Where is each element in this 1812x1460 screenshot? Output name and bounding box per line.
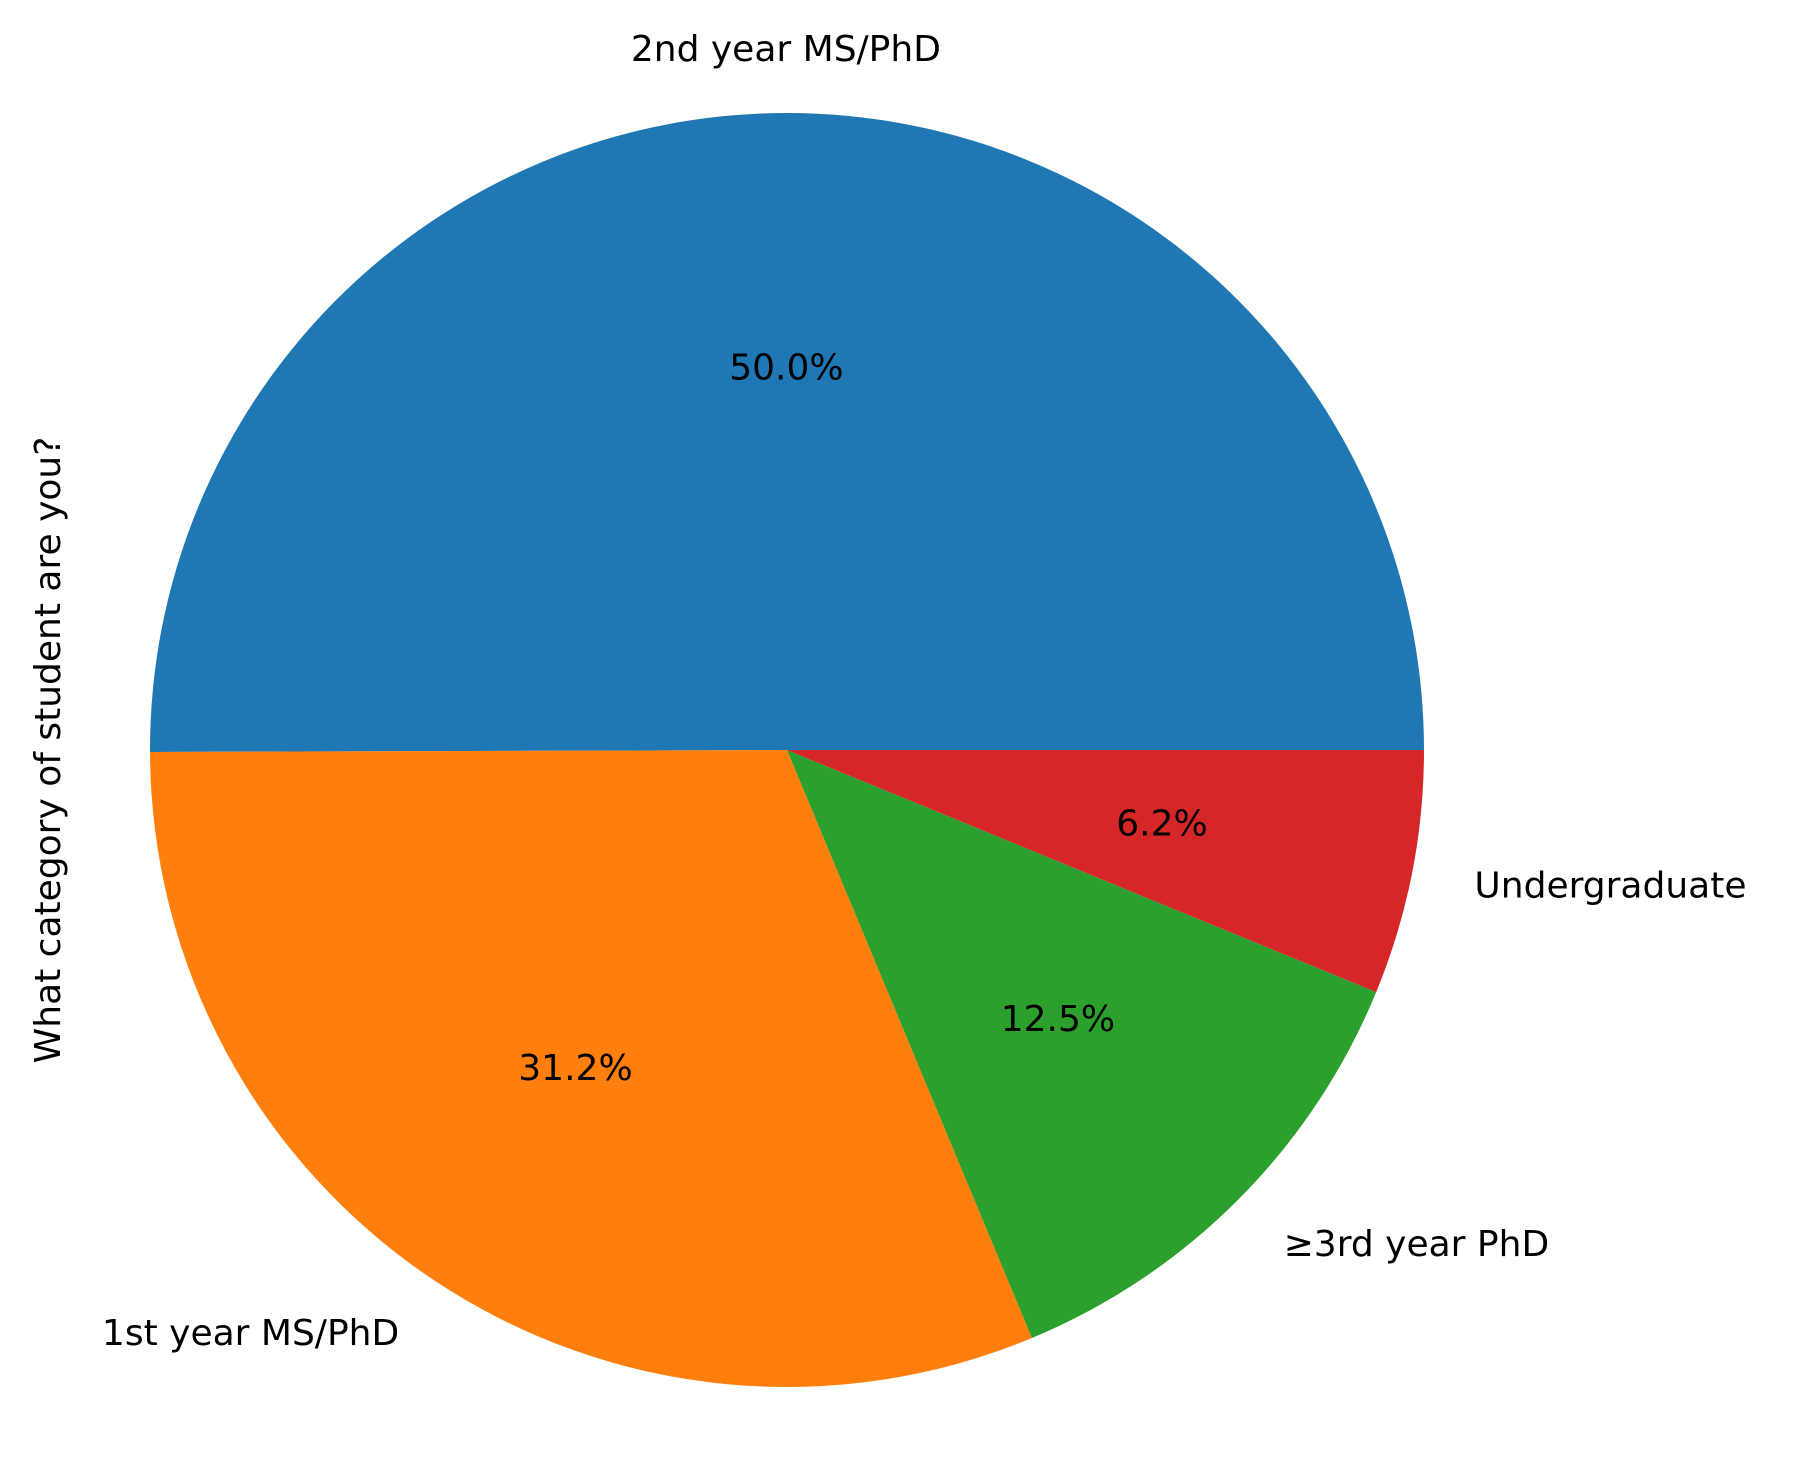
y-axis-label: What category of student are you? (28, 437, 69, 1064)
pie-slice-label-3: Undergraduate (1474, 865, 1746, 906)
pie-slice-label-0: 2nd year MS/PhD (631, 29, 941, 70)
pie-slice-label-2: ≥3rd year PhD (1284, 1224, 1550, 1265)
pie-slice-1 (150, 750, 1032, 1387)
pie-slice-2 (787, 750, 1377, 1339)
pie-pct-label-2: 12.5% (1001, 999, 1115, 1040)
pie-labels: 50.0% 2nd year MS/PhD 31.2% 1st year MS/PhD… (102, 29, 1747, 1354)
pie-slice-3 (787, 750, 1424, 993)
pie-pct-label-3: 6.2% (1116, 804, 1207, 845)
pie-pct-label-1: 31.2% (518, 1048, 632, 1089)
pie-slice-0 (149, 112, 1424, 753)
pie-pct-label-0: 50.0% (729, 347, 843, 388)
pie-slice-label-1: 1st year MS/PhD (102, 1313, 399, 1354)
pie-slices (149, 112, 1424, 1387)
